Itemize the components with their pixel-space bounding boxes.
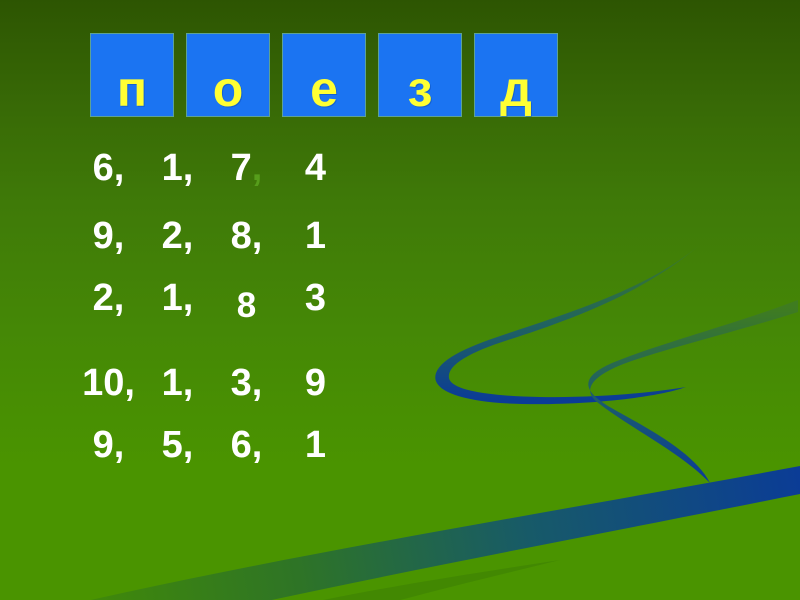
number-cell[interactable]: 10, bbox=[82, 362, 135, 404]
number-cell[interactable]: 9, bbox=[92, 424, 125, 466]
number-row-3: 2, 1, 8 3 bbox=[74, 277, 350, 325]
number-row-5: 9, 5, 6, 1 bbox=[74, 425, 350, 465]
number-cell[interactable]: 2, bbox=[92, 277, 125, 319]
number-cell[interactable]: 4 bbox=[304, 147, 327, 189]
number-value: 7 bbox=[230, 147, 252, 189]
number-cell[interactable]: 9, bbox=[92, 215, 125, 257]
ribbon-bottom-band bbox=[90, 466, 800, 600]
number-cell[interactable]: 1, bbox=[161, 362, 194, 404]
number-row-1: 6, 1, 7, 4 bbox=[74, 148, 350, 188]
tile-letter: з bbox=[407, 61, 433, 117]
number-cell[interactable]: 1, bbox=[161, 147, 194, 189]
letter-tile-3[interactable]: е bbox=[282, 33, 366, 117]
number-row-4: 10, 1, 3, 9 bbox=[74, 363, 350, 403]
tile-letter: п bbox=[116, 61, 148, 117]
number-cell[interactable]: 8, bbox=[230, 215, 263, 257]
number-row-2: 9, 2, 8, 1 bbox=[74, 216, 350, 256]
number-cell[interactable]: 7, bbox=[212, 148, 281, 188]
number-cell[interactable]: 2, bbox=[161, 215, 194, 257]
number-cell[interactable]: 1 bbox=[304, 215, 327, 257]
number-cell[interactable]: 6, bbox=[92, 147, 125, 189]
ribbon-bottom-shadow bbox=[323, 560, 560, 600]
number-cell[interactable]: 6, bbox=[230, 424, 263, 466]
number-cell[interactable]: 3, bbox=[230, 362, 263, 404]
number-cell[interactable]: 9 bbox=[304, 362, 327, 404]
letter-tiles-row: п о е з д bbox=[90, 33, 558, 117]
hidden-comma: , bbox=[251, 147, 263, 189]
tile-letter: е bbox=[310, 61, 338, 117]
number-cell[interactable]: 1, bbox=[161, 277, 194, 319]
number-cell[interactable]: 8 bbox=[212, 278, 281, 325]
letter-tile-4[interactable]: з bbox=[378, 33, 462, 117]
number-cell[interactable]: 3 bbox=[304, 277, 327, 319]
tile-letter: о bbox=[212, 61, 244, 117]
ribbon-right-s bbox=[588, 300, 798, 483]
ribbon-upper-s bbox=[435, 243, 702, 405]
tile-letter: д bbox=[500, 61, 532, 117]
number-cell[interactable]: 5, bbox=[161, 424, 194, 466]
letter-tile-2[interactable]: о bbox=[186, 33, 270, 117]
letter-tile-1[interactable]: п bbox=[90, 33, 174, 117]
number-cell[interactable]: 1 bbox=[304, 424, 327, 466]
letter-tile-5[interactable]: д bbox=[474, 33, 558, 117]
number-value-offset: 8 bbox=[236, 286, 257, 325]
